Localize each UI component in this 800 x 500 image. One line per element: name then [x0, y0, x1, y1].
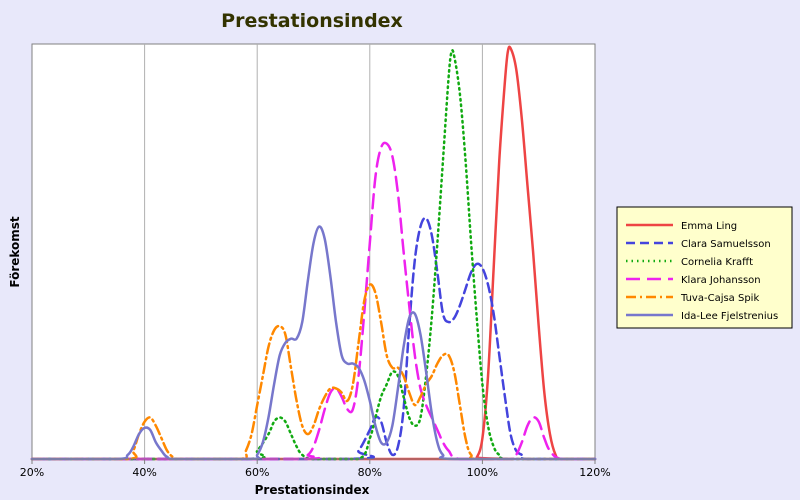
legend-items: Emma Ling Clara Samuelsson Cornelia Krafft…: [626, 221, 778, 322]
series-line-1: [30, 45, 597, 461]
legend-label: Klara Johansson: [681, 275, 761, 286]
x-tick-label: 80%: [358, 466, 382, 479]
legend-label: Emma Ling: [681, 221, 737, 232]
series-line-4: [30, 141, 597, 461]
legend-label: Ida-Lee Fjelstrenius: [681, 311, 778, 322]
plot-area: [31, 43, 596, 460]
x-tick-label: 100%: [467, 466, 498, 479]
legend-item: Clara Samuelsson: [626, 239, 771, 250]
series-line-3: [30, 49, 597, 461]
x-tick-label: 40%: [132, 466, 156, 479]
legend-label: Cornelia Krafft: [681, 257, 753, 268]
legend-item: Cornelia Krafft: [626, 257, 753, 268]
series-line-5: [30, 283, 597, 461]
chart-title: Prestationsindex: [221, 10, 403, 32]
legend-label: Tuva-Cajsa Spik: [680, 293, 759, 304]
x-axis-label: Prestationsindex: [255, 483, 370, 497]
legend-item: Tuva-Cajsa Spik: [626, 293, 759, 304]
series-lines: [30, 45, 597, 461]
series-line-2: [30, 216, 597, 461]
legend-item: Emma Ling: [626, 221, 737, 232]
x-tick-label: 20%: [20, 466, 44, 479]
legend-box: [616, 206, 793, 329]
legend: Emma Ling Clara Samuelsson Cornelia Krafft…: [616, 206, 793, 329]
legend-label: Clara Samuelsson: [681, 239, 771, 250]
legend-item: Klara Johansson: [626, 275, 761, 286]
x-tick-label: 120%: [579, 466, 610, 479]
series-line-6: [30, 225, 597, 461]
y-axis-label: Förekomst: [8, 216, 22, 288]
x-tick-label: 60%: [245, 466, 269, 479]
x-tick-labels: 20% 40% 60% 80% 100% 120%: [20, 459, 611, 479]
legend-item: Ida-Lee Fjelstrenius: [626, 311, 778, 322]
